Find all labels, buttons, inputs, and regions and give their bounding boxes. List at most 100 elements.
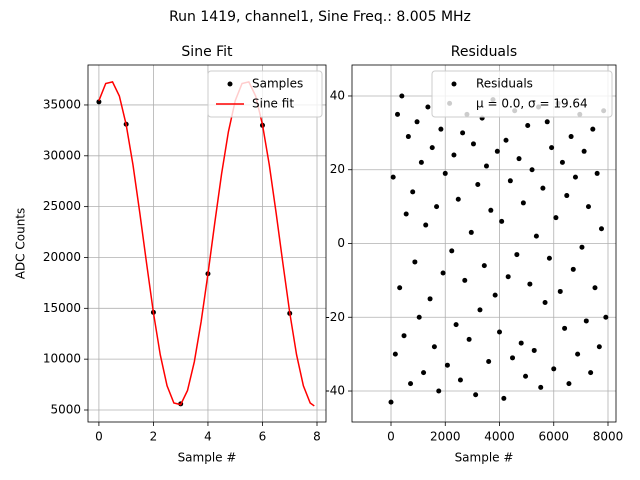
data-point xyxy=(451,152,457,158)
data-point xyxy=(492,292,498,298)
data-point xyxy=(444,362,450,368)
y-tick-label: 25000 xyxy=(43,199,81,213)
data-point xyxy=(553,215,559,221)
data-point xyxy=(518,340,524,346)
data-point xyxy=(403,211,409,217)
data-point xyxy=(581,148,587,154)
data-point xyxy=(529,167,535,173)
data-point xyxy=(531,347,537,353)
data-point xyxy=(501,395,507,401)
data-point xyxy=(442,170,448,176)
data-point xyxy=(486,359,492,365)
x-tick-label: 8 xyxy=(313,430,321,444)
data-point xyxy=(466,336,472,342)
data-point xyxy=(96,99,102,105)
data-point xyxy=(505,274,511,280)
axes-title: Sine Fit xyxy=(181,44,233,60)
data-point xyxy=(434,204,440,210)
legend-label: Residuals xyxy=(476,77,533,91)
data-point xyxy=(460,130,466,136)
data-point xyxy=(520,200,526,206)
data-point xyxy=(453,322,459,328)
data-point xyxy=(392,351,398,357)
data-point xyxy=(594,170,600,176)
data-point xyxy=(477,307,483,313)
data-point xyxy=(540,185,546,191)
y-tick-label: 20 xyxy=(330,162,345,176)
data-point xyxy=(457,377,463,383)
data-point xyxy=(483,163,489,169)
data-point xyxy=(414,119,420,125)
data-point xyxy=(542,300,548,306)
data-point xyxy=(418,159,424,165)
x-tick-label: 8000 xyxy=(593,430,624,444)
data-point xyxy=(390,174,396,180)
data-point xyxy=(423,222,429,228)
data-point xyxy=(449,248,455,254)
data-point xyxy=(583,318,589,324)
data-point xyxy=(475,181,481,187)
data-point xyxy=(438,126,444,132)
data-point xyxy=(497,329,503,335)
data-point xyxy=(538,384,544,390)
y-tick-label: 15000 xyxy=(43,301,81,315)
x-axis-label: Sample # xyxy=(178,451,237,465)
legend-label: Sine fit xyxy=(252,97,294,111)
data-point xyxy=(570,266,576,272)
y-tick-label: 20000 xyxy=(43,250,81,264)
data-point xyxy=(412,259,418,265)
data-point xyxy=(551,366,557,372)
figure-title: Run 1419, channel1, Sine Freq.: 8.005 MH… xyxy=(169,9,471,25)
x-axis-label: Sample # xyxy=(455,451,514,465)
data-point xyxy=(395,111,401,117)
data-point xyxy=(533,233,539,239)
data-point xyxy=(596,344,602,350)
data-point xyxy=(592,285,598,291)
x-tick-label: 4 xyxy=(204,430,212,444)
y-tick-label: 0 xyxy=(337,236,345,250)
data-point xyxy=(557,288,563,294)
y-tick-label: 30000 xyxy=(43,148,81,162)
data-point xyxy=(410,189,416,195)
y-axis-label: ADC Counts xyxy=(14,208,28,280)
legend-label: Samples xyxy=(252,77,303,91)
data-point xyxy=(559,159,565,165)
data-point xyxy=(425,104,431,110)
data-point xyxy=(603,314,609,320)
data-point xyxy=(562,325,568,331)
data-point xyxy=(431,344,437,350)
data-point xyxy=(399,93,405,99)
legend-box xyxy=(207,70,323,118)
x-tick-label: 6000 xyxy=(538,430,569,444)
data-point xyxy=(397,285,403,291)
data-point xyxy=(568,134,574,140)
x-tick-label: 4000 xyxy=(484,430,515,444)
data-point xyxy=(473,392,479,398)
data-point xyxy=(572,174,578,180)
data-point xyxy=(523,373,529,379)
data-point xyxy=(388,399,394,405)
y-tick-label: 35000 xyxy=(43,97,81,111)
data-point xyxy=(455,196,461,202)
data-point xyxy=(481,263,487,269)
fit-line xyxy=(98,81,315,407)
data-point xyxy=(575,351,581,357)
data-point xyxy=(549,145,555,151)
data-point xyxy=(579,244,585,250)
data-point xyxy=(585,204,591,210)
y-tick-label: 10000 xyxy=(43,352,81,366)
data-point xyxy=(516,156,522,162)
axes-title: Residuals xyxy=(451,44,517,60)
data-point xyxy=(544,119,550,125)
legend-key xyxy=(227,81,233,87)
data-point xyxy=(416,314,422,320)
legend-label: μ = 0.0, σ = 19.64 xyxy=(476,97,588,111)
data-point xyxy=(429,145,435,151)
data-point xyxy=(462,277,468,283)
data-point xyxy=(427,296,433,302)
data-point xyxy=(503,137,509,143)
y-tick-label: 5000 xyxy=(50,403,81,417)
x-tick-label: 2 xyxy=(150,430,158,444)
data-point xyxy=(510,355,516,361)
data-point xyxy=(468,229,474,235)
